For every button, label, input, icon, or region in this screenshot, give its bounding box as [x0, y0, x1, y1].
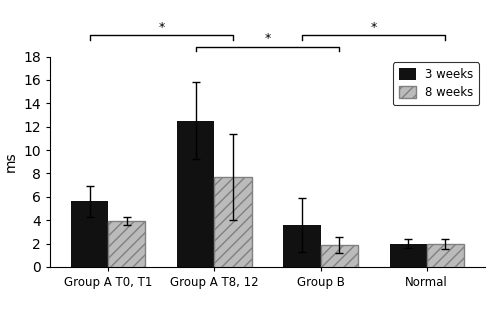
Y-axis label: ms: ms [4, 151, 18, 172]
Text: *: * [264, 32, 270, 46]
Bar [178, 121, 214, 267]
Text: *: * [158, 21, 164, 34]
Bar [320, 245, 358, 267]
Bar [71, 202, 108, 267]
Bar [390, 244, 426, 267]
Text: *: * [370, 21, 376, 34]
Bar [426, 244, 464, 267]
Legend: 3 weeks, 8 weeks: 3 weeks, 8 weeks [393, 62, 479, 105]
Bar [214, 177, 252, 267]
Bar [284, 225, 321, 267]
Bar [108, 221, 146, 267]
